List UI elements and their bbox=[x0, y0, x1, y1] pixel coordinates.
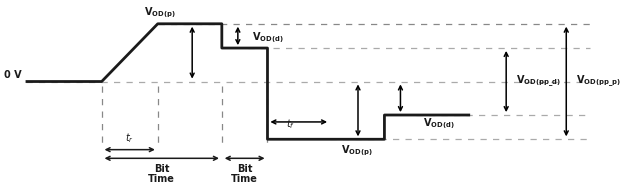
Text: $\mathregular{V_{OD(d)}}$: $\mathregular{V_{OD(d)}}$ bbox=[252, 30, 284, 45]
Text: $\mathregular{V_{OD(pp\_p)}}$: $\mathregular{V_{OD(pp\_p)}}$ bbox=[576, 74, 621, 89]
Text: $\mathregular{V_{OD(p)}}$: $\mathregular{V_{OD(p)}}$ bbox=[144, 5, 175, 20]
Text: $t_f$: $t_f$ bbox=[285, 117, 295, 131]
Text: Bit
Time: Bit Time bbox=[148, 164, 175, 184]
Text: $\mathregular{V_{OD(pp\_d)}}$: $\mathregular{V_{OD(pp\_d)}}$ bbox=[516, 74, 561, 89]
Text: Bit
Time: Bit Time bbox=[231, 164, 258, 184]
Text: $\mathregular{V_{OD(p)}}$: $\mathregular{V_{OD(p)}}$ bbox=[341, 143, 373, 158]
Text: $\mathregular{V_{OD(d)}}$: $\mathregular{V_{OD(d)}}$ bbox=[423, 117, 454, 131]
Text: 0 V: 0 V bbox=[4, 70, 21, 80]
Text: $t_r$: $t_r$ bbox=[125, 131, 134, 145]
